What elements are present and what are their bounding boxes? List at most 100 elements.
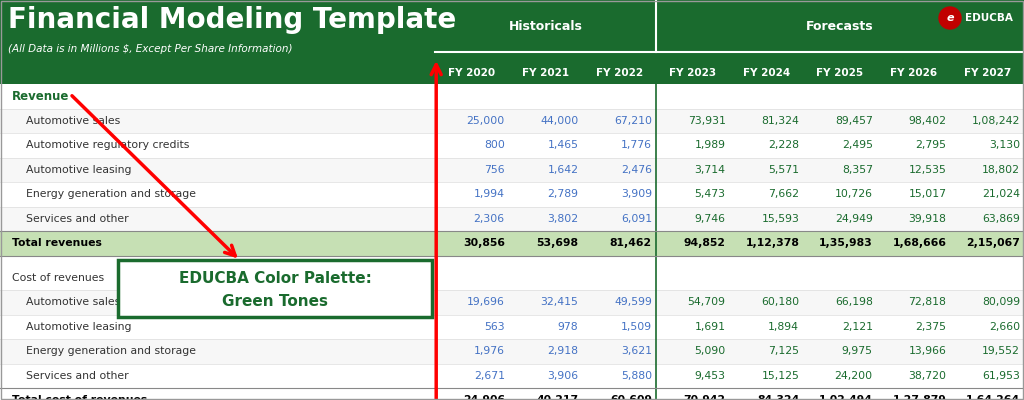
Bar (0, 206, 1024, 231)
Text: 21,024: 21,024 (982, 189, 1020, 199)
Text: Automotive leasing: Automotive leasing (12, 322, 131, 332)
Text: 800: 800 (484, 140, 505, 150)
Text: Total cost of revenues: Total cost of revenues (12, 395, 147, 400)
Text: Automotive sales: Automotive sales (12, 116, 120, 126)
Text: 5,473: 5,473 (694, 189, 726, 199)
Text: 73,931: 73,931 (688, 116, 726, 126)
Text: 98,402: 98,402 (908, 116, 946, 126)
Bar (0, 182, 1024, 206)
Text: 3,130: 3,130 (989, 140, 1020, 150)
Text: 7,125: 7,125 (768, 346, 799, 356)
Text: 6,091: 6,091 (621, 214, 652, 224)
Text: 38,720: 38,720 (908, 371, 946, 381)
Text: 63,869: 63,869 (982, 214, 1020, 224)
Bar (0, 388, 1024, 400)
Text: 10,726: 10,726 (835, 189, 872, 199)
Text: 1,02,494: 1,02,494 (819, 395, 872, 400)
Text: 1,08,242: 1,08,242 (972, 116, 1020, 126)
Text: 60,609: 60,609 (610, 395, 652, 400)
Text: 1,27,879: 1,27,879 (893, 395, 946, 400)
Text: 1,976: 1,976 (474, 346, 505, 356)
Text: Services and other: Services and other (12, 214, 129, 224)
Text: 80,099: 80,099 (982, 297, 1020, 307)
Text: 19,552: 19,552 (982, 346, 1020, 356)
Text: 89,457: 89,457 (835, 116, 872, 126)
Text: 1,64,264: 1,64,264 (966, 395, 1020, 400)
Text: 15,017: 15,017 (908, 189, 946, 199)
Bar (0, 108, 1024, 133)
Text: FY 2026: FY 2026 (890, 68, 937, 78)
Text: 2,671: 2,671 (474, 371, 505, 381)
Text: Automotive regulatory credits: Automotive regulatory credits (12, 140, 189, 150)
Text: 8,357: 8,357 (842, 165, 872, 175)
Text: FY 2023: FY 2023 (670, 68, 717, 78)
Text: Energy generation and storage: Energy generation and storage (12, 346, 196, 356)
Text: 53,698: 53,698 (537, 238, 579, 248)
Text: 2,495: 2,495 (842, 140, 872, 150)
Text: 1,68,666: 1,68,666 (892, 238, 946, 248)
Text: FY 2024: FY 2024 (742, 68, 791, 78)
Text: 1,894: 1,894 (768, 322, 799, 332)
Text: Total revenues: Total revenues (12, 238, 101, 248)
Text: 61,953: 61,953 (982, 371, 1020, 381)
Text: 2,795: 2,795 (915, 140, 946, 150)
Bar (0, 84, 1024, 400)
Text: 2,121: 2,121 (842, 322, 872, 332)
Text: 2,306: 2,306 (474, 214, 505, 224)
Text: 24,949: 24,949 (835, 214, 872, 224)
Text: 84,324: 84,324 (757, 395, 799, 400)
Text: 9,746: 9,746 (694, 214, 726, 224)
Text: Forecasts: Forecasts (806, 20, 873, 32)
Text: 25,000: 25,000 (467, 116, 505, 126)
Text: 49,599: 49,599 (614, 297, 652, 307)
Text: 2,660: 2,660 (989, 322, 1020, 332)
Text: 40,217: 40,217 (537, 395, 579, 400)
Text: 7,662: 7,662 (768, 189, 799, 199)
Bar (0, 0, 1024, 62)
Bar (0, 364, 1024, 388)
Text: 2,228: 2,228 (768, 140, 799, 150)
Text: 54,709: 54,709 (687, 297, 726, 307)
Text: EDUCBA: EDUCBA (965, 13, 1013, 23)
Text: Revenue: Revenue (12, 90, 70, 103)
Text: 81,462: 81,462 (610, 238, 652, 248)
Text: 13,966: 13,966 (908, 346, 946, 356)
Text: 60,180: 60,180 (761, 297, 799, 307)
Text: 2,789: 2,789 (548, 189, 579, 199)
Text: e: e (946, 13, 953, 23)
Text: 39,918: 39,918 (908, 214, 946, 224)
Text: 1,989: 1,989 (694, 140, 726, 150)
Text: 1,642: 1,642 (548, 165, 579, 175)
Text: 1,35,983: 1,35,983 (819, 238, 872, 248)
Text: 72,818: 72,818 (908, 297, 946, 307)
Text: 3,909: 3,909 (621, 189, 652, 199)
Text: 756: 756 (484, 165, 505, 175)
Bar (0, 62, 1024, 84)
Text: 18,802: 18,802 (982, 165, 1020, 175)
Text: 563: 563 (484, 322, 505, 332)
Text: 1,509: 1,509 (621, 322, 652, 332)
Text: 3,621: 3,621 (621, 346, 652, 356)
Text: 67,210: 67,210 (614, 116, 652, 126)
Text: 1,691: 1,691 (694, 322, 726, 332)
Text: FY 2022: FY 2022 (596, 68, 643, 78)
Text: 81,324: 81,324 (761, 116, 799, 126)
Text: 2,918: 2,918 (548, 346, 579, 356)
Text: 3,714: 3,714 (694, 165, 726, 175)
FancyBboxPatch shape (118, 260, 432, 318)
Bar (0, 256, 1024, 290)
Text: 3,802: 3,802 (547, 214, 579, 224)
Text: 2,15,067: 2,15,067 (966, 238, 1020, 248)
Text: (All Data is in Millions $, Except Per Share Information): (All Data is in Millions $, Except Per S… (8, 44, 293, 54)
Text: FY 2025: FY 2025 (816, 68, 863, 78)
Text: 94,852: 94,852 (684, 238, 726, 248)
Text: 978: 978 (558, 322, 579, 332)
Text: 66,198: 66,198 (835, 297, 872, 307)
Text: 2,476: 2,476 (621, 165, 652, 175)
Text: 24,906: 24,906 (463, 395, 505, 400)
Text: 12,535: 12,535 (908, 165, 946, 175)
Text: Services and other: Services and other (12, 371, 129, 381)
Text: 15,593: 15,593 (761, 214, 799, 224)
Text: 70,942: 70,942 (683, 395, 726, 400)
Text: 9,453: 9,453 (694, 371, 726, 381)
